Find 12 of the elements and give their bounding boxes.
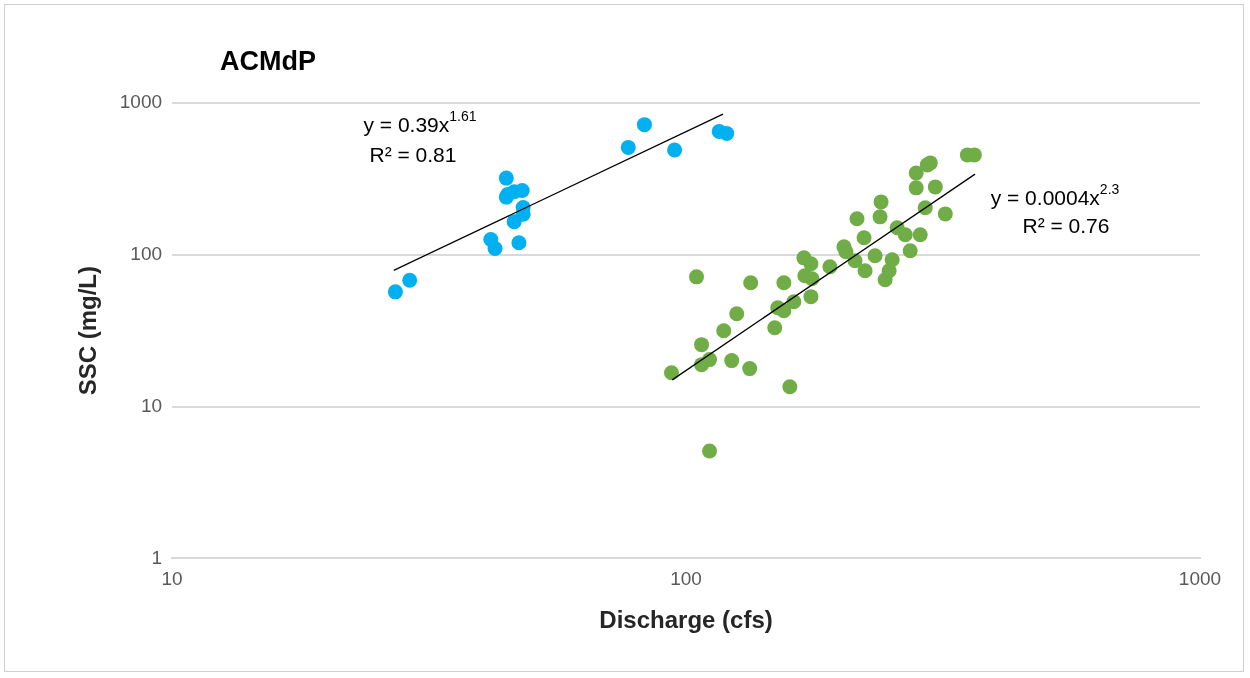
- x-tick-label: 1000: [1178, 568, 1222, 590]
- x-tick-label: 10: [161, 568, 183, 590]
- y-tick-label: 1000: [119, 91, 163, 113]
- y-tick-label: 10: [140, 394, 163, 416]
- chart-title: ACMdP: [220, 46, 316, 77]
- x-axis-title: Discharge (cfs): [599, 606, 773, 634]
- x-tick-label: 100: [670, 568, 702, 590]
- annotation: R² = 0.81: [369, 142, 457, 166]
- y-tick-label: 100: [130, 243, 163, 265]
- annotation: R² = 0.76: [1022, 213, 1110, 237]
- y-tick-label: 1: [151, 546, 163, 568]
- y-axis-title: SSC (mg/L): [74, 266, 102, 396]
